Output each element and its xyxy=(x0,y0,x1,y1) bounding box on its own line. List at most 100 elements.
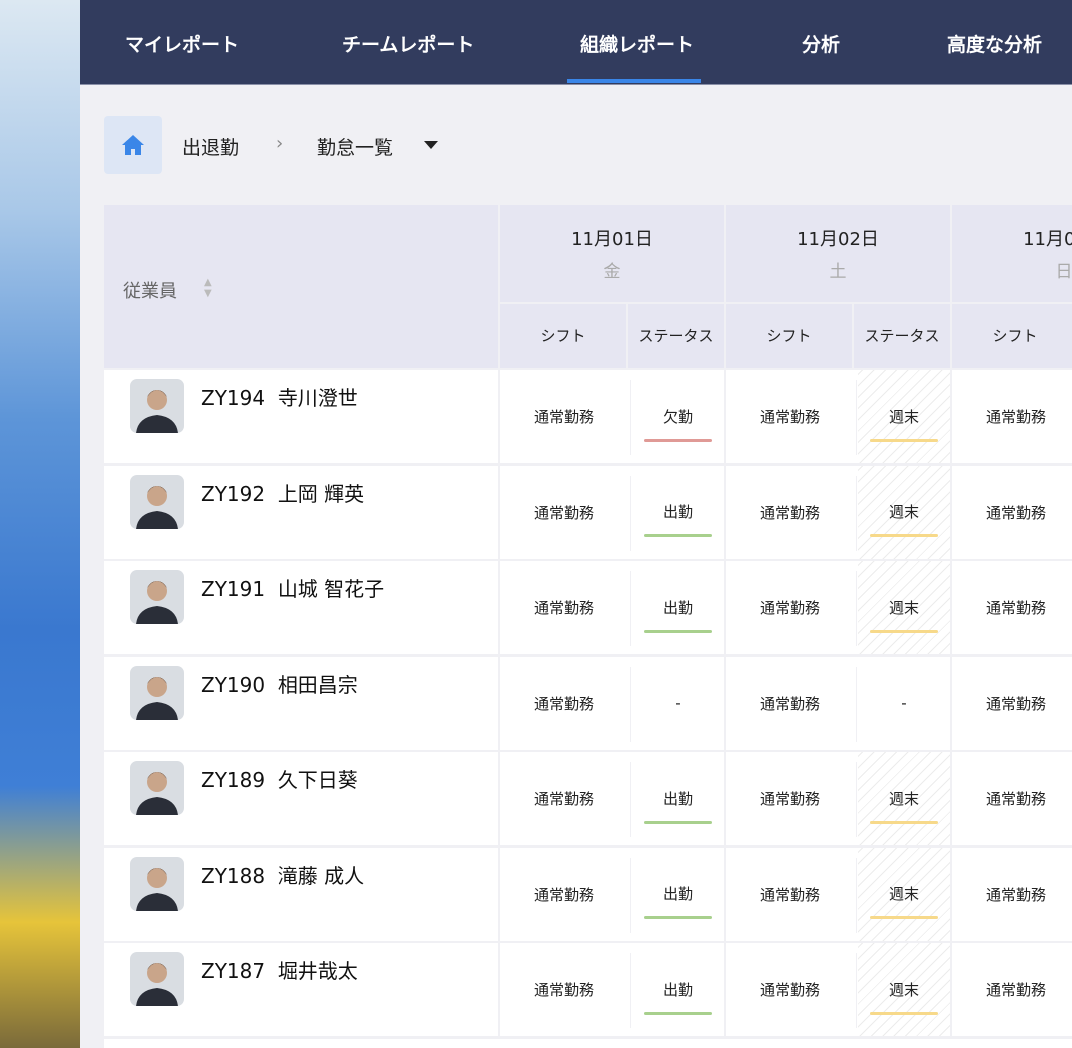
home-button[interactable] xyxy=(104,116,162,174)
status-cell[interactable]: - xyxy=(632,657,724,750)
table-row[interactable]: ZY188 滝藤 成人通常勤務 出勤 通常勤務 週末 通常勤務 xyxy=(104,847,1072,943)
status-underline xyxy=(870,1011,938,1015)
employee-name[interactable]: ZY192 上岡 輝英 xyxy=(201,478,364,507)
status-label: 週末 xyxy=(888,407,919,426)
shift-cell[interactable]: 通常勤務 xyxy=(985,790,1046,808)
shift-cell[interactable]: 通常勤務 xyxy=(985,408,1046,426)
status-cell[interactable]: 週末 xyxy=(858,752,950,845)
shift-cell[interactable]: 通常勤務 xyxy=(985,885,1046,904)
table-row[interactable] xyxy=(104,1038,1072,1048)
status-cell[interactable]: 週末 xyxy=(858,370,950,463)
status-cell[interactable]: - xyxy=(858,657,950,750)
tab-my-report[interactable]: マイレポート xyxy=(125,34,240,56)
column-divider xyxy=(950,561,952,656)
shift-cell[interactable]: 通常勤務 xyxy=(985,599,1046,617)
employee-fullname: 山城 智花子 xyxy=(277,577,385,601)
status-label: - xyxy=(901,694,907,712)
column-divider xyxy=(498,847,500,943)
tab-analysis[interactable]: 分析 xyxy=(802,34,841,56)
shift-cell[interactable]: 通常勤務 xyxy=(759,885,820,904)
shift-cell[interactable]: 通常勤務 xyxy=(533,408,594,426)
day-header: 11月03日 日 xyxy=(952,205,1072,304)
shift-cell[interactable]: 通常勤務 xyxy=(759,599,820,617)
shift-cell[interactable]: 通常勤務 xyxy=(759,503,820,522)
shift-cell[interactable]: 通常勤務 xyxy=(759,981,820,999)
shift-cell[interactable]: 通常勤務 xyxy=(533,790,594,808)
table-row[interactable]: ZY189 久下日葵通常勤務 出勤 通常勤務 週末 通常勤務 xyxy=(104,752,1072,847)
column-divider xyxy=(950,752,952,847)
shift-cell[interactable]: 通常勤務 xyxy=(759,694,820,713)
shift-cell[interactable]: 通常勤務 xyxy=(985,694,1046,713)
status-cell[interactable]: 週末 xyxy=(858,943,950,1036)
employee-fullname: 久下日葵 xyxy=(277,768,358,792)
column-divider xyxy=(498,561,500,656)
status-cell[interactable]: 出勤 xyxy=(632,561,724,654)
table-row[interactable]: ZY190 相田昌宗通常勤務 - 通常勤務 - 通常勤務 xyxy=(104,656,1072,752)
cell-divider xyxy=(630,475,631,551)
employee-name[interactable]: ZY189 久下日葵 xyxy=(201,764,358,793)
shift-cell[interactable]: 通常勤務 xyxy=(533,503,594,522)
column-divider xyxy=(950,465,952,561)
cell-divider xyxy=(856,666,857,742)
avatar xyxy=(130,952,184,1006)
employee-name[interactable]: ZY188 滝藤 成人 xyxy=(201,860,364,889)
table-row[interactable]: ZY187 堀井哉太通常勤務 出勤 通常勤務 週末 通常勤務 xyxy=(104,943,1072,1038)
status-underline xyxy=(644,820,712,824)
tab-team-report[interactable]: チームレポート xyxy=(342,34,475,56)
employee-name[interactable]: ZY190 相田昌宗 xyxy=(201,669,358,698)
status-cell[interactable]: 出勤 xyxy=(632,943,724,1036)
shift-cell[interactable]: 通常勤務 xyxy=(533,885,594,904)
column-divider xyxy=(950,847,952,943)
table-row[interactable]: ZY194 寺川澄世通常勤務 欠勤 通常勤務 週末 通常勤務 xyxy=(104,370,1072,465)
status-underline xyxy=(644,916,712,919)
status-cell[interactable]: 週末 xyxy=(858,561,950,654)
status-cell[interactable]: 週末 xyxy=(858,847,950,941)
shift-cell[interactable]: 通常勤務 xyxy=(533,599,594,617)
status-cell[interactable]: 出勤 xyxy=(632,466,724,559)
tab-advanced-analysis[interactable]: 高度な分析 xyxy=(947,34,1043,56)
status-header: ステータス xyxy=(628,304,726,370)
status-label: 出勤 xyxy=(662,789,693,808)
shift-cell[interactable]: 通常勤務 xyxy=(533,694,594,713)
employee-id: ZY188 xyxy=(201,863,266,888)
cell-divider xyxy=(630,857,631,933)
employee-fullname: 上岡 輝英 xyxy=(277,481,365,506)
cell-divider xyxy=(630,762,631,837)
shift-cell[interactable]: 通常勤務 xyxy=(985,981,1046,999)
shift-cell[interactable]: 通常勤務 xyxy=(759,790,820,808)
employee-name[interactable]: ZY194 寺川澄世 xyxy=(201,382,358,411)
shift-cell[interactable]: 通常勤務 xyxy=(759,408,820,426)
table-row[interactable]: ZY191 山城 智花子通常勤務 出勤 通常勤務 週末 通常勤務 xyxy=(104,561,1072,656)
status-underline xyxy=(870,629,938,633)
employee-name[interactable]: ZY191 山城 智花子 xyxy=(201,573,384,602)
column-divider xyxy=(498,465,500,561)
status-underline xyxy=(870,820,938,824)
column-divider xyxy=(950,370,952,465)
shift-cell[interactable]: 通常勤務 xyxy=(533,981,594,999)
breadcrumb-attendance[interactable]: 出退勤 xyxy=(182,137,240,159)
tab-org-report[interactable]: 組織レポート xyxy=(566,0,702,85)
employee-id: ZY189 xyxy=(201,768,266,792)
column-divider xyxy=(498,752,500,847)
sort-icon[interactable]: ▲ ▼ xyxy=(204,277,212,299)
status-label: 出勤 xyxy=(662,598,693,617)
status-underline xyxy=(644,534,712,537)
status-cell[interactable]: 出勤 xyxy=(632,848,724,941)
status-cell[interactable]: 出勤 xyxy=(632,752,724,845)
day-header: 11月01日 金 xyxy=(500,205,726,304)
cell-divider xyxy=(630,953,631,1028)
status-label: - xyxy=(675,694,681,712)
employee-header[interactable]: 従業員 ▲ ▼ xyxy=(104,205,500,370)
shift-header: シフト xyxy=(726,304,854,370)
status-cell[interactable]: 欠勤 xyxy=(632,370,724,463)
avatar xyxy=(130,474,184,529)
cell-divider xyxy=(856,857,857,933)
table-row[interactable]: ZY192 上岡 輝英通常勤務 出勤 通常勤務 週末 通常勤務 xyxy=(104,465,1072,561)
employee-fullname: 寺川澄世 xyxy=(277,386,358,410)
dropdown-caret-icon[interactable] xyxy=(424,141,438,149)
employee-name[interactable]: ZY187 堀井哉太 xyxy=(201,955,358,984)
status-cell[interactable]: 週末 xyxy=(858,465,950,559)
employee-id: ZY194 xyxy=(201,386,266,410)
column-divider xyxy=(724,370,726,465)
shift-cell[interactable]: 通常勤務 xyxy=(985,503,1046,522)
